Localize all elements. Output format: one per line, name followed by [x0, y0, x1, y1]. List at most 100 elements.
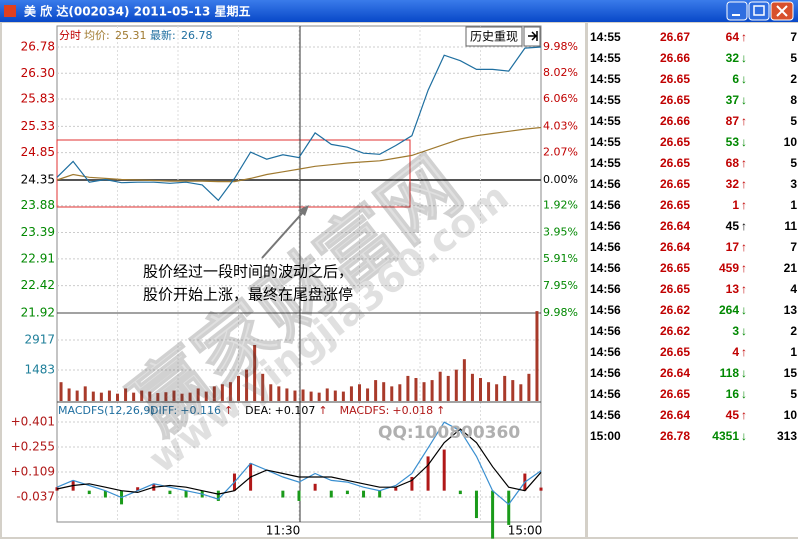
trade-price: 26.67 — [660, 30, 690, 44]
y2-tick-label: 4.03% — [543, 119, 578, 132]
trade-price: 26.65 — [660, 282, 690, 296]
volume-bar — [406, 375, 410, 401]
trade-time: 14:56 — [590, 303, 621, 317]
trade-time: 14:55 — [590, 93, 621, 107]
legend-value: +0.116 — [180, 404, 221, 417]
volume-bar — [261, 373, 265, 401]
volume-bar — [438, 371, 442, 401]
volume-bar — [487, 382, 491, 401]
trade-time: 14:56 — [590, 324, 621, 338]
trade-count: 7 — [790, 30, 797, 44]
volume-bar — [148, 391, 152, 401]
volume-bar — [454, 369, 458, 401]
trade-count: 7 — [790, 240, 797, 254]
trade-arrow: ↑ — [741, 261, 747, 275]
trade-arrow: ↓ — [741, 72, 747, 86]
y2-tick-label: 3.95% — [543, 226, 578, 239]
trade-volume: 64 — [726, 30, 740, 44]
minimize-button[interactable] — [726, 1, 748, 21]
trade-price: 26.66 — [660, 114, 690, 128]
macd-bar — [297, 490, 301, 501]
y-tick-label: 24.35 — [21, 173, 55, 187]
volume-bar — [220, 384, 224, 401]
volume-bar — [269, 384, 273, 401]
volume-bar — [317, 392, 321, 401]
trade-volume: 459 — [719, 261, 739, 275]
trade-arrow: ↓ — [741, 135, 747, 149]
trade-count: 10 — [784, 135, 798, 149]
trade-count: 5 — [790, 156, 797, 170]
trade-time: 14:55 — [590, 72, 621, 86]
volume-bar — [479, 378, 482, 401]
y-tick-label: 24.85 — [21, 145, 55, 159]
volume-bar — [358, 384, 361, 401]
trade-time: 14:55 — [590, 114, 621, 128]
volume-bar — [156, 393, 160, 401]
y2-tick-label: 9.98% — [543, 40, 578, 53]
trade-arrow: ↑ — [741, 219, 747, 233]
volume-bar — [285, 388, 289, 401]
macd-bar — [329, 490, 333, 498]
macd-bar — [216, 490, 220, 501]
y2-tick-label: 5.91% — [543, 252, 578, 265]
volume-bar — [124, 388, 128, 401]
annotation-arrowhead — [298, 205, 309, 216]
trade-arrow: ↑ — [741, 177, 747, 191]
volume-bar — [164, 392, 168, 401]
trade-count: 21 — [784, 261, 798, 275]
trade-price: 26.65 — [660, 135, 690, 149]
volume-bar — [99, 392, 103, 401]
trade-time: 14:56 — [590, 177, 621, 191]
volume-bar — [333, 390, 337, 401]
trade-price: 26.65 — [660, 93, 690, 107]
trade-price: 26.65 — [660, 261, 690, 275]
y-tick-label: 23.88 — [21, 198, 55, 212]
volume-bar — [91, 391, 95, 401]
trade-time: 14:55 — [590, 135, 621, 149]
trade-count: 15 — [784, 366, 798, 380]
trade-count: 11 — [784, 219, 797, 233]
volume-bar — [349, 386, 353, 401]
macd-bar — [394, 487, 398, 491]
macd-bar — [345, 490, 349, 495]
app-icon — [4, 5, 16, 17]
macd-bar — [442, 449, 446, 491]
maximize-button[interactable] — [748, 1, 770, 21]
trade-count: 3 — [790, 177, 797, 191]
trade-arrow: ↑ — [741, 30, 747, 44]
trade-price: 26.64 — [660, 408, 690, 422]
y-tick-label: +0.255 — [11, 440, 55, 454]
trade-count: 5 — [790, 114, 797, 128]
trade-arrow: ↑ — [741, 345, 747, 359]
y2-tick-label: 8.02% — [543, 66, 578, 79]
volume-bar — [196, 388, 200, 401]
plot: 9.98% 8.02% 6.06% 4.03% 2.07% 0.00% 1.92% 3.95%… — [11, 40, 578, 539]
y-tick-label: 25.33 — [21, 119, 55, 133]
trade-count: 2 — [790, 72, 797, 86]
trade-volume: 87 — [726, 114, 740, 128]
volume-bar — [245, 369, 249, 401]
trade-count: 4 — [790, 282, 797, 296]
trade-count: 13 — [784, 303, 798, 317]
window-buttons[interactable] — [726, 1, 794, 21]
volume-bar — [382, 382, 386, 401]
legend-arrow: ↑ — [318, 404, 327, 417]
trade-arrow: ↓ — [741, 366, 747, 380]
y-tick-label: 26.78 — [21, 40, 55, 54]
y2-tick-label: 7.95% — [543, 279, 578, 292]
y-tick-label: 25.83 — [21, 91, 55, 105]
y2-tick-label: 9.98% — [543, 306, 578, 319]
trade-volume: 16 — [726, 387, 740, 401]
macd-bar — [168, 490, 172, 495]
macd-bar — [474, 490, 478, 519]
trade-arrow: ↑ — [741, 282, 747, 296]
volume-bar — [374, 380, 378, 401]
history-button[interactable] — [465, 26, 523, 47]
trade-count: 5 — [790, 387, 797, 401]
trade-arrow: ↑ — [741, 408, 747, 422]
macd-bar — [184, 490, 188, 498]
volume-bar — [75, 390, 79, 401]
volume-bar — [107, 390, 111, 401]
x-axis-label: 15:00 — [508, 524, 543, 538]
trade-price: 26.64 — [660, 366, 690, 380]
